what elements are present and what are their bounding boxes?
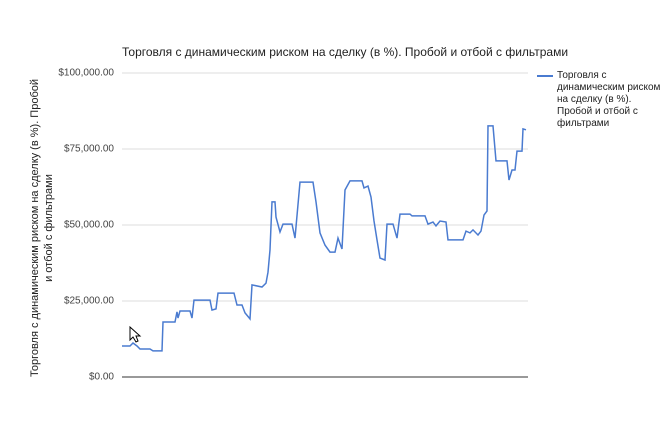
y-tick-label: $75,000.00 [64, 144, 114, 155]
y-axis-title: Торговля с динамическим риском на сделку… [29, 78, 55, 378]
mouse-cursor [129, 325, 142, 343]
y-tick-label: $100,000.00 [58, 68, 114, 79]
legend-label: Торговля с динамическим риском на сделку… [557, 70, 661, 129]
y-tick-label: $25,000.00 [64, 296, 114, 307]
y-tick-label: $0.00 [89, 372, 114, 383]
line-series [122, 125, 527, 352]
y-tick-label: $50,000.00 [64, 220, 114, 231]
chart-title: Торговля с динамическим риском на сделку… [122, 45, 568, 59]
